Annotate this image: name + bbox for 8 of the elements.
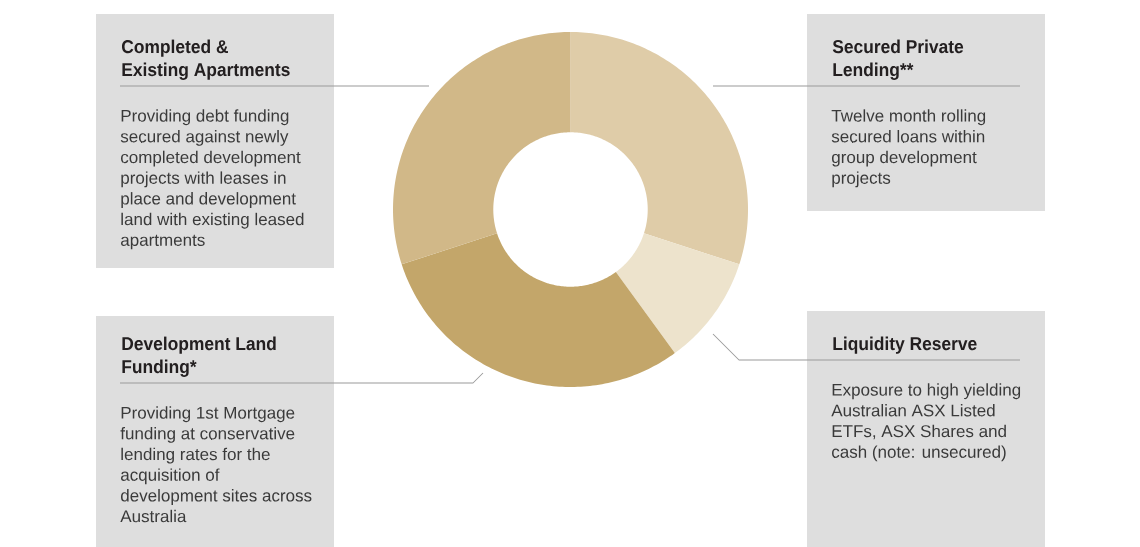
slice-label: Completed & Existing Apartments: [121, 39, 290, 80]
text: Exposure to high yielding Australian ASX Listed ETFs, ASX Shares and cash (note: unsecured): [831, 383, 1021, 462]
text: Twelve month rolling secured loans within group development projects: [831, 109, 986, 188]
slice-label: Development Land Funding*: [122, 336, 276, 377]
slice-label: Liquidity Reserve: [833, 336, 977, 354]
slice-label: Secured Private Lending**: [832, 39, 964, 80]
text: Providing 1st Mortgage funding at conservative lending rates for the acquisition of development sites across Australia: [120, 406, 312, 523]
text: Providing debt funding secured against newly completed development projects with leases in place and development land with existing leased apartments: [120, 109, 304, 250]
